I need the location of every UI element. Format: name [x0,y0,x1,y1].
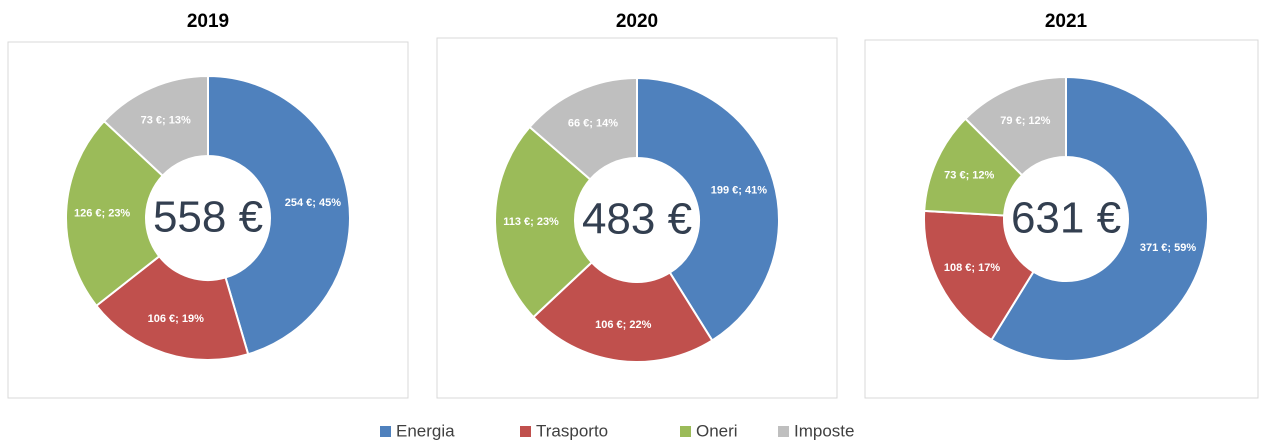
donut-slice [207,74,351,356]
data-label: 254 €; 45% [285,197,341,209]
data-label: 126 €; 23% [74,207,130,219]
legend-label: Trasporto [536,421,608,440]
data-label: 113 €; 23% [503,216,559,228]
center-label: 631 € [1011,194,1121,243]
donut-slice [923,209,1035,342]
legend-label: Oneri [696,421,738,440]
legend-swatch [778,426,789,437]
legend-swatch [520,426,531,437]
data-label: 73 €; 13% [141,115,191,127]
center-label: 483 € [582,195,692,244]
data-label: 66 €; 14% [568,117,618,129]
data-label: 199 €; 41% [711,185,767,197]
data-label: 106 €; 22% [595,319,651,331]
donut-slice [65,119,165,308]
data-label: 371 €; 59% [1140,242,1196,254]
donut-slice [531,260,714,363]
legend-label: Imposte [794,421,854,440]
donut-slice [636,76,780,342]
data-label: 108 €; 17% [944,262,1000,274]
donut-slice [94,254,250,361]
chart-title: 2021 [1045,11,1088,32]
data-label: 73 €; 12% [944,170,994,182]
donut-slice [990,75,1209,362]
data-label: 79 €; 12% [1000,115,1050,127]
donut-slice [528,76,638,181]
donut-slice [102,74,209,178]
data-label: 106 €; 19% [148,313,204,325]
donut-slice [964,75,1067,177]
chart-title: 2020 [616,11,658,32]
legend-label: Energia [396,421,455,440]
chart-title: 2019 [187,11,229,32]
legend-swatch [380,426,391,437]
donut-slice [494,125,594,319]
center-label: 558 € [153,193,263,242]
legend-swatch [680,426,691,437]
